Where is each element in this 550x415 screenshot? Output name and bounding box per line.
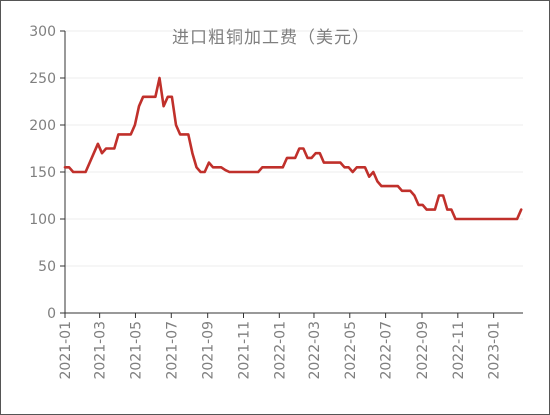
chart-title: 进口粗铜加工费（美元） [172,28,370,48]
x-tick-label: 2021-03 [93,321,109,380]
y-tick-label: 100 [29,212,56,228]
x-tick-label: 2022-11 [451,321,467,380]
x-tick-label: 2022-07 [379,321,395,380]
x-tick-label: 2022-03 [307,321,323,380]
x-tick-label: 2021-09 [201,321,217,380]
y-tick-labels: 0 50 100 150 200 250 300 [29,24,56,322]
x-tick-label: 2022-09 [415,321,431,380]
series-line [63,76,523,221]
grid-lines [65,30,523,267]
x-tick-label: 2022-05 [343,321,359,380]
x-tick-label: 2021-01 [58,321,74,380]
x-tick-labels: 2021-01 2021-03 2021-05 2021-07 2021-09 2021-… [58,321,503,380]
x-tick-label: 2021-07 [164,321,180,380]
x-tick-label: 2022-01 [272,321,288,380]
series-layer [63,76,523,221]
x-tick-label: 2021-11 [237,321,253,380]
y-tick-label: 200 [29,118,56,134]
y-tick-label: 50 [38,259,56,275]
x-tick-label: 2023-01 [487,321,503,380]
y-tick-label: 250 [29,71,56,87]
y-tick-label: 150 [29,165,56,181]
x-tick-label: 2021-05 [128,321,144,380]
axes [60,30,523,318]
y-tick-label: 300 [29,24,56,40]
y-tick-label: 0 [47,306,56,322]
